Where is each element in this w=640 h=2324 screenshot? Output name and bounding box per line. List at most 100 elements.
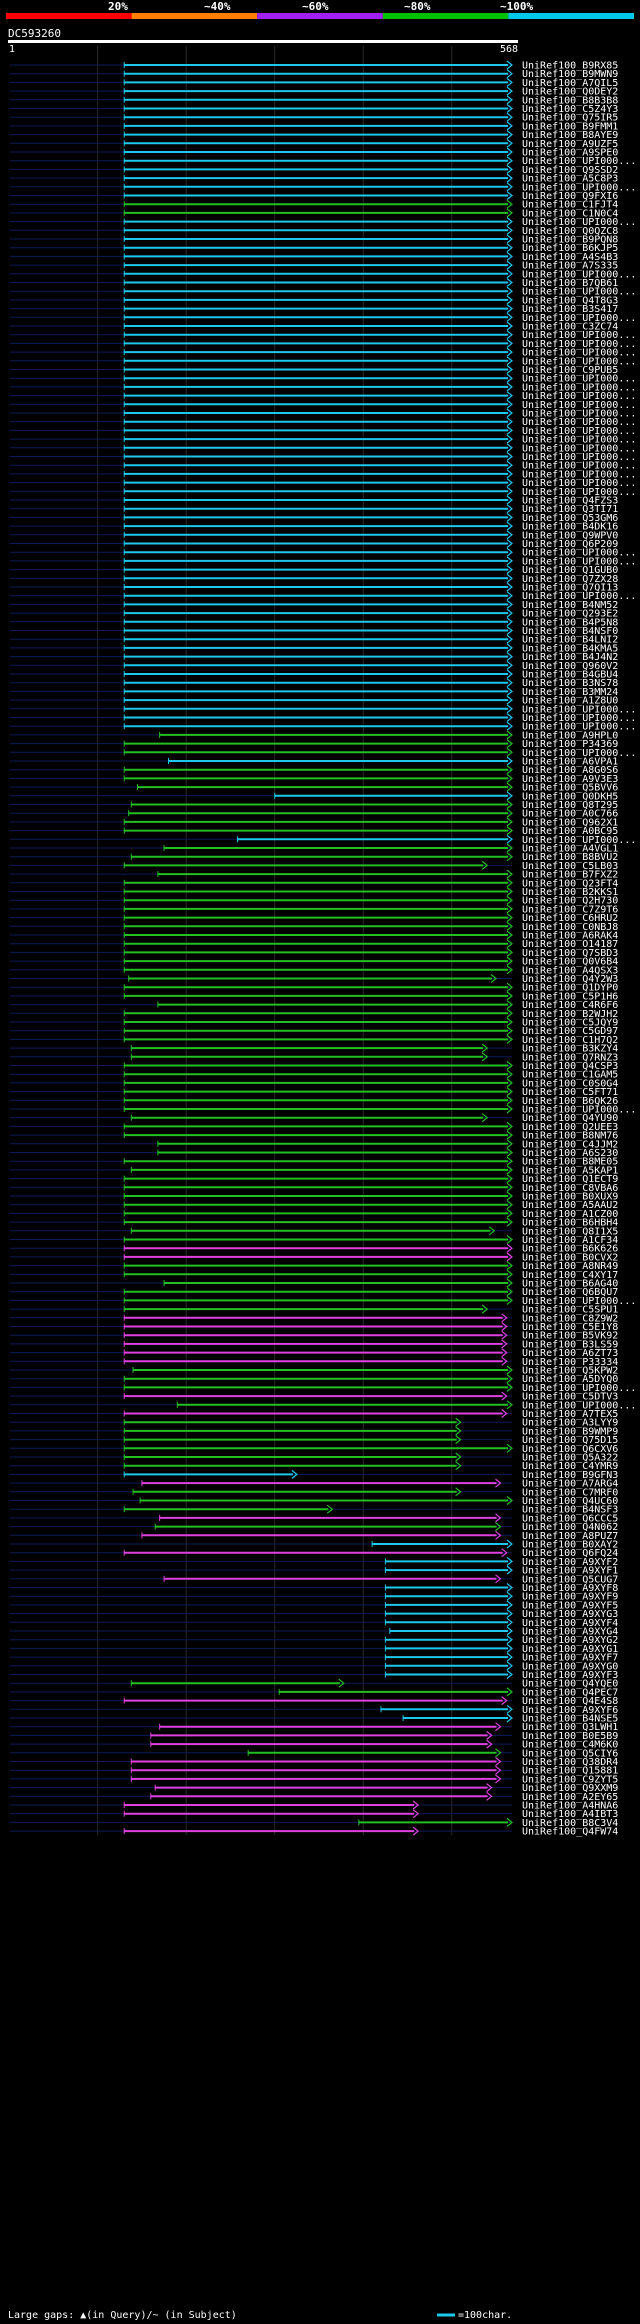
hit-label[interactable]: UniRef100_Q5KPW2 — [522, 1366, 618, 1377]
hit-label[interactable]: UniRef100_Q6CXV6 — [522, 1444, 618, 1455]
hit-label[interactable]: UniRef100_Q9XXM9 — [522, 1783, 618, 1794]
hit-label[interactable]: UniRef100_Q0QZC8 — [522, 226, 618, 237]
hit-label[interactable]: UniRef100_A4HNA6 — [522, 1801, 618, 1812]
hit-label[interactable]: UniRef100_UPI000... — [522, 409, 636, 420]
hit-label[interactable]: UniRef100_C5DTV3 — [522, 1392, 618, 1403]
hit-label[interactable]: UniRef100_Q5CUG7 — [522, 1574, 618, 1585]
hit-label[interactable]: UniRef100_UPI000... — [522, 556, 636, 567]
hit-label[interactable]: UniRef100_C5JQY9 — [522, 1018, 618, 1029]
hit-label[interactable]: UniRef100_Q75IR5 — [522, 113, 618, 124]
hit-row[interactable]: UniRef100_UPI000... — [10, 748, 636, 759]
hit-row[interactable]: UniRef100_C7MRF0 — [10, 1487, 618, 1498]
hit-label[interactable]: UniRef100_UPI000... — [522, 704, 636, 715]
hit-row[interactable]: UniRef100_A9XYF5 — [10, 1600, 618, 1611]
hit-label[interactable]: UniRef100_A0C766 — [522, 809, 618, 820]
hit-label[interactable]: UniRef100_A8PUZ7 — [522, 1531, 618, 1542]
hit-label[interactable]: UniRef100_B2WJH2 — [522, 1009, 618, 1020]
hit-row[interactable]: UniRef100_A9XYG4 — [10, 1627, 618, 1638]
hit-label[interactable]: UniRef100_UPI000... — [522, 339, 636, 350]
hit-row[interactable]: UniRef100_B6QK26 — [10, 1096, 618, 1107]
hit-label[interactable]: UniRef100_B7QB61 — [522, 278, 618, 289]
hit-label[interactable]: UniRef100_B6KJP5 — [522, 243, 618, 254]
hit-label[interactable]: UniRef100_C9PUB5 — [522, 365, 618, 376]
hit-row[interactable]: UniRef100_UPI000... — [10, 287, 636, 298]
hit-label[interactable]: UniRef100_B6HBH4 — [522, 1218, 618, 1229]
hit-row[interactable]: UniRef100_B4KMA5 — [10, 643, 618, 654]
hit-label[interactable]: UniRef100_A3LYY9 — [522, 1418, 618, 1429]
hit-row[interactable]: UniRef100_Q960V2 — [10, 661, 618, 672]
hit-label[interactable]: UniRef100_Q4CSP3 — [522, 1061, 618, 1072]
hit-label[interactable]: UniRef100_UPI000... — [522, 452, 636, 463]
hit-row[interactable]: UniRef100_UPI000... — [10, 217, 636, 228]
hit-label[interactable]: UniRef100_B8AYE9 — [522, 130, 618, 141]
hit-label[interactable]: UniRef100_Q6FQ24 — [522, 1548, 618, 1559]
hit-row[interactable]: UniRef100_B5VK92 — [10, 1331, 618, 1342]
hit-row[interactable]: UniRef100_Q2H730 — [10, 896, 618, 907]
hit-label[interactable]: UniRef100_UPI000... — [522, 591, 636, 602]
hit-row[interactable]: UniRef100_UPI000... — [10, 443, 636, 454]
hit-label[interactable]: UniRef100_C8VBA6 — [522, 1183, 618, 1194]
hit-label[interactable]: UniRef100_B9FMM1 — [522, 121, 618, 132]
hit-row[interactable]: UniRef100_UPI000... — [10, 374, 636, 385]
hit-label[interactable]: UniRef100_C0S0G4 — [522, 1078, 618, 1089]
hit-label[interactable]: UniRef100_A5KAP1 — [522, 1165, 618, 1176]
hit-row[interactable]: UniRef100_A8G0S6 — [10, 765, 618, 776]
hit-label[interactable]: UniRef100_Q4UC60 — [522, 1496, 618, 1507]
hit-row[interactable]: UniRef100_A9XYF2 — [10, 1557, 618, 1568]
hit-label[interactable]: UniRef100_A1Z8U0 — [522, 696, 618, 707]
hit-row[interactable]: UniRef100_B8B3B8 — [10, 95, 618, 106]
hit-label[interactable]: UniRef100_Q7RNZ3 — [522, 1052, 618, 1063]
hit-row[interactable]: UniRef100_C9PUB5 — [10, 365, 618, 376]
hit-row[interactable]: UniRef100_UPI000... — [10, 330, 636, 341]
hit-label[interactable]: UniRef100_A2EY65 — [522, 1792, 618, 1803]
hit-row[interactable]: UniRef100_B8BVU2 — [10, 852, 618, 863]
hit-row[interactable]: UniRef100_A9XYG2 — [10, 1635, 618, 1646]
hit-row[interactable]: UniRef100_A5KAP1 — [10, 1165, 618, 1176]
hit-label[interactable]: UniRef100_A6ZT73 — [522, 1348, 618, 1359]
hit-label[interactable]: UniRef100_Q6P209 — [522, 539, 618, 550]
hit-row[interactable]: UniRef100_A9SPE0 — [10, 148, 618, 159]
hit-row[interactable]: UniRef100_A6VPA1 — [10, 757, 618, 768]
hit-row[interactable]: UniRef100_A5DYQ0 — [10, 1374, 618, 1385]
hit-row[interactable]: UniRef100_A6ZT73 — [10, 1348, 618, 1359]
hit-row[interactable]: UniRef100_C5DTV3 — [10, 1392, 618, 1403]
hit-label[interactable]: UniRef100_UPI000... — [522, 443, 636, 454]
hit-label[interactable]: UniRef100_C5Z4Y3 — [522, 104, 618, 115]
hit-label[interactable]: UniRef100_Q5A322 — [522, 1453, 618, 1464]
hit-row[interactable]: UniRef100_A1CF34 — [10, 1235, 618, 1246]
hit-row[interactable]: UniRef100_UPI000... — [10, 452, 636, 463]
hit-label[interactable]: UniRef100_B3LS59 — [522, 1339, 618, 1350]
hit-label[interactable]: UniRef100_C5SPU1 — [522, 1305, 618, 1316]
hit-row[interactable]: UniRef100_Q38DR4 — [10, 1757, 618, 1768]
hit-row[interactable]: UniRef100_A9V3E3 — [10, 774, 618, 785]
hit-label[interactable]: UniRef100_A0BC95 — [522, 826, 618, 837]
hit-label[interactable]: UniRef100_A7QIL5 — [522, 78, 618, 89]
hit-row[interactable]: UniRef100_A1Z8U0 — [10, 696, 618, 707]
hit-label[interactable]: UniRef100_O14187 — [522, 939, 618, 950]
hit-label[interactable]: UniRef100_Q3TI71 — [522, 504, 618, 515]
hit-label[interactable]: UniRef100_UPI000... — [522, 182, 636, 193]
hit-row[interactable]: UniRef100_Q5KPW2 — [10, 1366, 618, 1377]
hit-row[interactable]: UniRef100_Q8T295 — [10, 800, 618, 811]
hit-label[interactable]: UniRef100_A9XYF9 — [522, 1592, 618, 1603]
hit-label[interactable]: UniRef100_A4VGL1 — [522, 844, 618, 855]
hit-row[interactable]: UniRef100_C5P1H6 — [10, 991, 618, 1002]
hit-row[interactable]: UniRef100_A4QSX3 — [10, 965, 618, 976]
hit-row[interactable]: UniRef100_A4IBT3 — [10, 1809, 618, 1820]
hit-label[interactable]: UniRef100_P34369 — [522, 739, 618, 750]
hit-label[interactable]: UniRef100_Q53GM6 — [522, 513, 618, 524]
hit-row[interactable]: UniRef100_B4GBU4 — [10, 670, 618, 681]
hit-label[interactable]: UniRef100_B6AG40 — [522, 1279, 618, 1290]
hit-row[interactable]: UniRef100_Q4YU90 — [10, 1113, 618, 1124]
hit-row[interactable]: UniRef100_B7FXZ2 — [10, 870, 618, 881]
hit-row[interactable]: UniRef100_B9FMM1 — [10, 121, 618, 132]
hit-label[interactable]: UniRef100_B3NS78 — [522, 678, 618, 689]
hit-label[interactable]: UniRef100_A7TEX5 — [522, 1409, 618, 1420]
hit-label[interactable]: UniRef100_B4NSF0 — [522, 626, 618, 637]
hit-row[interactable]: UniRef100_UPI000... — [10, 391, 636, 402]
hit-row[interactable]: UniRef100_C1GAM5 — [10, 1070, 618, 1081]
hit-label[interactable]: UniRef100_A9XYF2 — [522, 1557, 618, 1568]
hit-label[interactable]: UniRef100_C4R6F6 — [522, 1000, 618, 1011]
hit-row[interactable]: UniRef100_B9GFN3 — [10, 1470, 618, 1481]
hit-label[interactable]: UniRef100_A4IBT3 — [522, 1809, 618, 1820]
